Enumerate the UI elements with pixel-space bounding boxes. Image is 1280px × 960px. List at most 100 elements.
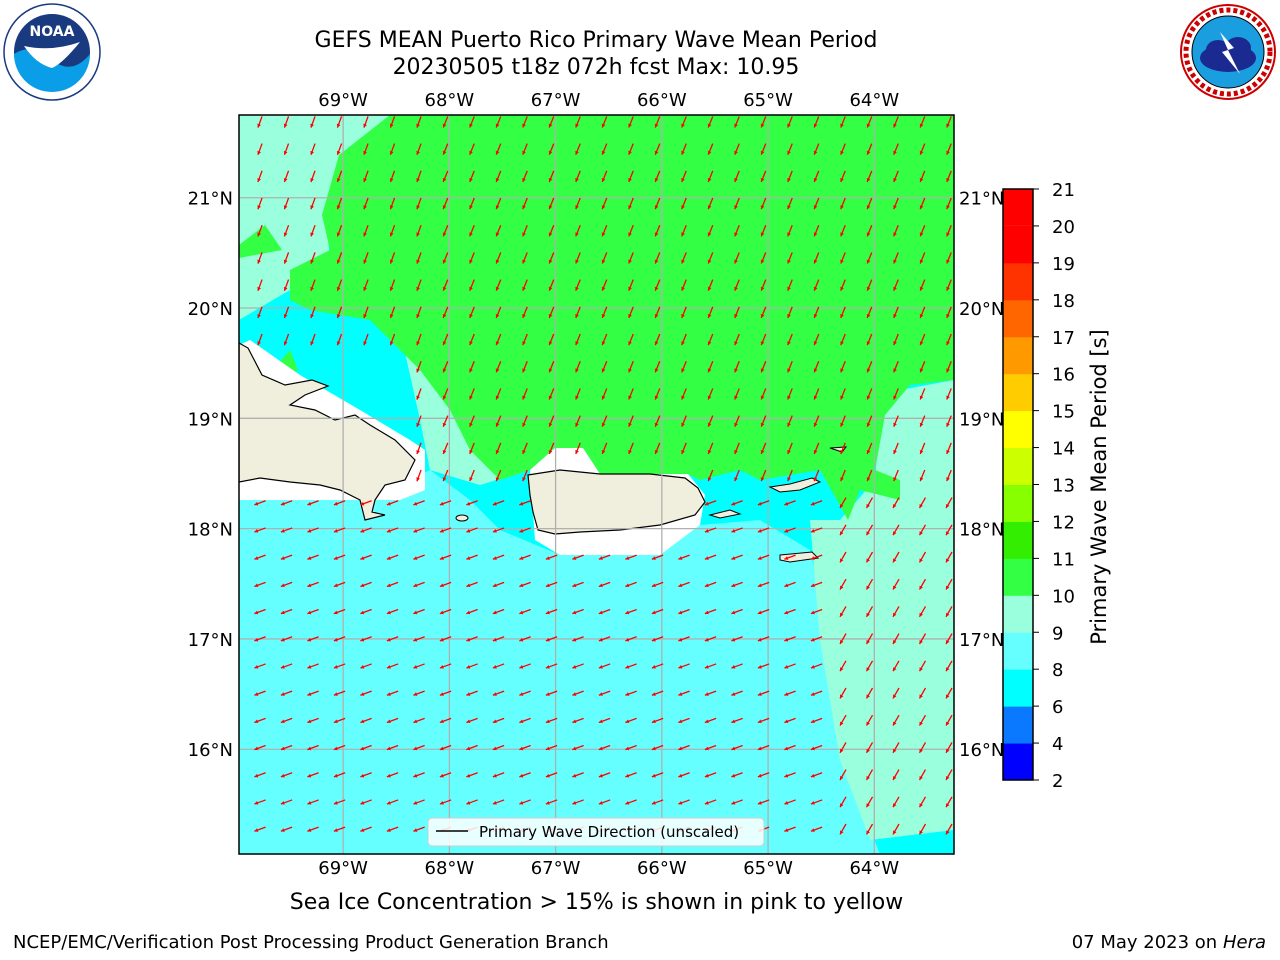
wave-arrow	[681, 224, 687, 237]
wave-arrow	[678, 690, 690, 696]
lat-labels-left: 21°N 20°N 19°N 18°N 17°N 16°N	[188, 189, 233, 761]
wave-arrow	[760, 333, 767, 346]
wave-arrow	[866, 170, 873, 183]
colorbar-tick-label: 9	[1052, 623, 1063, 644]
wave-arrow	[386, 663, 399, 669]
wave-arrow	[625, 581, 637, 588]
wave-arrow	[893, 170, 899, 183]
wave-arrow	[439, 717, 452, 724]
wave-arrow	[918, 823, 927, 835]
wave-arrow	[787, 116, 793, 128]
wave-arrow	[307, 744, 319, 751]
wave-arrow	[839, 742, 847, 754]
wave-arrow	[333, 663, 346, 669]
lon-label-top: 66°W	[637, 90, 687, 111]
wave-arrow	[946, 224, 952, 237]
wave-arrow	[495, 252, 502, 264]
map-gridlines	[239, 115, 954, 854]
wave-arrow	[760, 170, 767, 183]
wave-arrow	[257, 224, 263, 237]
wave-arrow	[413, 581, 425, 588]
wave-arrow	[628, 306, 634, 319]
wave-arrow	[625, 608, 637, 615]
wave-arrow	[545, 799, 558, 805]
wave-arrow	[731, 500, 743, 506]
lat-label-right: 21°N	[959, 189, 1004, 210]
wave-arrow	[707, 197, 714, 210]
wave-arrow	[257, 116, 263, 128]
wave-arrow	[919, 116, 926, 128]
wave-arrow	[839, 714, 847, 726]
wave-arrow	[784, 772, 796, 778]
colorbar-segment	[1003, 595, 1033, 633]
wave-arrow	[810, 663, 823, 669]
land-puerto-rico	[527, 469, 706, 535]
wave-arrow	[519, 772, 531, 778]
wave-arrow	[495, 197, 502, 210]
wave-arrow	[893, 442, 899, 455]
wave-arrow	[466, 500, 478, 506]
colorbar-segment	[1003, 521, 1033, 559]
colorbar-segment	[1003, 632, 1033, 670]
wave-arrow	[757, 636, 770, 642]
wave-arrow	[945, 578, 953, 590]
wave-arrow	[310, 252, 316, 264]
wave-arrow	[946, 415, 952, 428]
wave-arrow	[919, 415, 926, 428]
colorbar-tick-label: 19	[1052, 254, 1075, 275]
wave-arrow	[413, 636, 425, 642]
wave-arrow	[704, 500, 717, 506]
wave-arrow	[651, 554, 664, 560]
wave-arrow	[678, 608, 690, 615]
wave-arrow	[469, 279, 475, 292]
wave-arrow	[654, 415, 661, 428]
lon-label-top: 68°W	[425, 90, 475, 111]
wave-arrow	[946, 333, 952, 346]
wave-arrow	[492, 772, 505, 778]
wave-arrow	[522, 170, 528, 183]
wave-arrow	[866, 279, 873, 292]
wave-arrow	[731, 608, 743, 615]
wave-arrow	[548, 415, 555, 428]
wave-arrow	[681, 116, 687, 128]
wave-arrow	[866, 116, 873, 128]
wave-arrow	[333, 581, 346, 588]
wave-arrow	[280, 717, 293, 724]
wave-arrow	[492, 744, 505, 751]
wave-arrow	[654, 170, 661, 183]
wave-arrow	[280, 690, 293, 696]
wave-arrow	[628, 224, 634, 237]
colorbar-tick-label: 16	[1052, 365, 1075, 386]
wave-arrow	[840, 197, 846, 210]
wave-arrow	[363, 116, 369, 128]
wave-arrow	[363, 170, 369, 183]
wave-arrow	[439, 663, 452, 669]
wave-arrow	[416, 388, 422, 400]
colorbar-segment	[1003, 669, 1033, 707]
wave-arrow	[575, 388, 581, 400]
wave-arrow	[625, 744, 637, 751]
wave-arrow	[628, 442, 634, 455]
colorbar: 2 4 6 8 9 10 11 12 13 14 15 16 17 18 19 20 21	[1002, 180, 1075, 792]
wave-arrow	[492, 581, 505, 588]
wave-arrow	[519, 690, 531, 696]
wave-arrow	[469, 116, 475, 128]
wave-arrow	[945, 687, 953, 699]
wave-arrow	[519, 744, 531, 751]
wave-arrow	[310, 143, 316, 156]
wave-arrow	[439, 608, 452, 615]
wave-arrow	[333, 636, 346, 642]
wave-arrow	[704, 690, 717, 696]
wave-arrow	[731, 690, 743, 696]
wave-arrow	[495, 442, 502, 455]
wave-arrow	[865, 687, 874, 699]
wave-arrow	[734, 143, 740, 156]
wave-arrow	[678, 799, 690, 805]
wave-arrow	[760, 442, 767, 455]
wave-arrow	[522, 333, 528, 346]
wave-arrow	[522, 116, 528, 128]
wave-arrow	[572, 663, 584, 669]
wave-arrow	[519, 799, 531, 805]
wave-arrow	[495, 224, 502, 237]
wave-arrow	[389, 306, 396, 319]
